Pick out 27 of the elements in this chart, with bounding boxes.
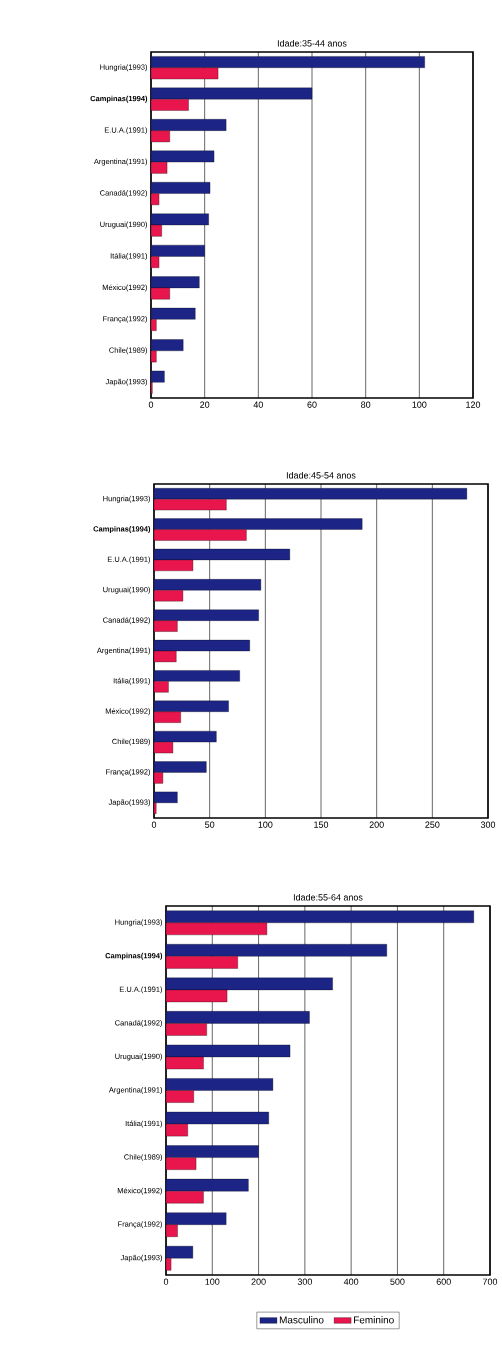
x-tick-label: 20 [200,401,210,408]
legend-label: Masculino [279,1316,324,1324]
x-tick-label: 100 [205,1278,220,1285]
chart-title: Idade:55-64 anos [293,893,363,901]
x-tick-label: 100 [412,401,427,408]
x-tick-label: 700 [482,1278,498,1285]
x-tick-label: 250 [425,821,440,828]
x-tick-label: 100 [258,821,273,828]
legend-label: Feminino [354,1316,394,1324]
x-tick-label: 0 [163,1278,169,1285]
x-tick-label: 40 [253,401,263,408]
x-tick-label: 500 [390,1278,405,1285]
x-tick-label: 0 [151,821,157,828]
x-tick-label: 60 [307,401,317,408]
x-tick-label: 300 [480,821,496,828]
x-tick-label: 0 [148,401,154,408]
x-tick-label: 50 [205,821,215,828]
chart-title: Idade:35-44 anos [277,39,347,47]
x-tick-label: 80 [361,401,371,408]
x-tick-label: 200 [369,821,384,828]
x-tick-label: 150 [314,821,329,828]
x-tick-label: 300 [297,1278,312,1285]
x-tick-label: 200 [251,1278,266,1285]
chart-title: Idade:45-54 anos [286,471,356,479]
x-tick-label: 400 [343,1278,359,1285]
x-tick-label: 600 [436,1278,451,1285]
x-tick-label: 120 [466,401,481,408]
